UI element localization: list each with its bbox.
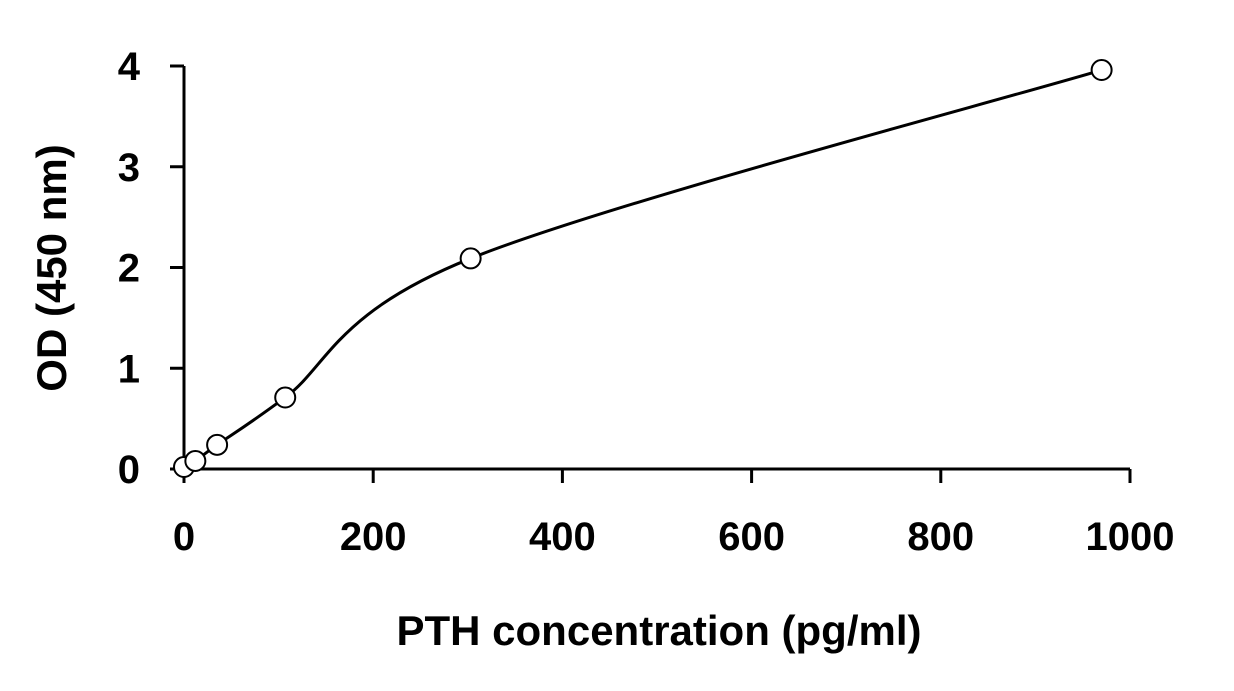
axes (170, 64, 1132, 483)
data-point (184, 449, 207, 472)
y-tick-label: 3 (118, 146, 140, 190)
data-point (459, 247, 482, 270)
y-tick-label: 4 (118, 45, 141, 89)
data-point (206, 433, 229, 456)
tick-labels: 0 200 400 600 800 1000 0 1 2 3 4 (118, 45, 1175, 559)
fit-curve-layer (183, 68, 1103, 469)
x-tick-label: 1000 (1086, 515, 1175, 559)
y-axis-title: OD (450 nm) (28, 144, 75, 391)
y-tick-label: 1 (118, 347, 140, 391)
data-point (274, 386, 297, 409)
y-tick-label: 2 (118, 247, 140, 291)
data-points (173, 59, 1113, 478)
x-tick-label: 800 (907, 515, 974, 559)
x-tick-label: 400 (529, 515, 596, 559)
x-tick-label: 200 (340, 515, 407, 559)
x-tick-label: 0 (173, 515, 195, 559)
y-tick-label: 0 (118, 448, 140, 492)
data-point (1090, 59, 1113, 82)
fit-curve (183, 68, 1103, 469)
x-tick-label: 600 (718, 515, 785, 559)
x-axis-title: PTH concentration (pg/ml) (397, 607, 922, 654)
